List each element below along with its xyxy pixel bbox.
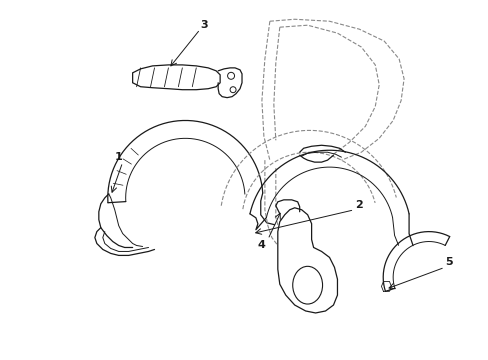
Text: 4: 4 — [258, 240, 265, 251]
Ellipse shape — [292, 266, 322, 304]
Polygon shape — [277, 208, 337, 313]
Text: 2: 2 — [355, 200, 363, 210]
Text: 3: 3 — [200, 20, 207, 30]
Polygon shape — [132, 65, 220, 90]
Text: 1: 1 — [115, 152, 122, 162]
Text: 5: 5 — [444, 257, 452, 267]
